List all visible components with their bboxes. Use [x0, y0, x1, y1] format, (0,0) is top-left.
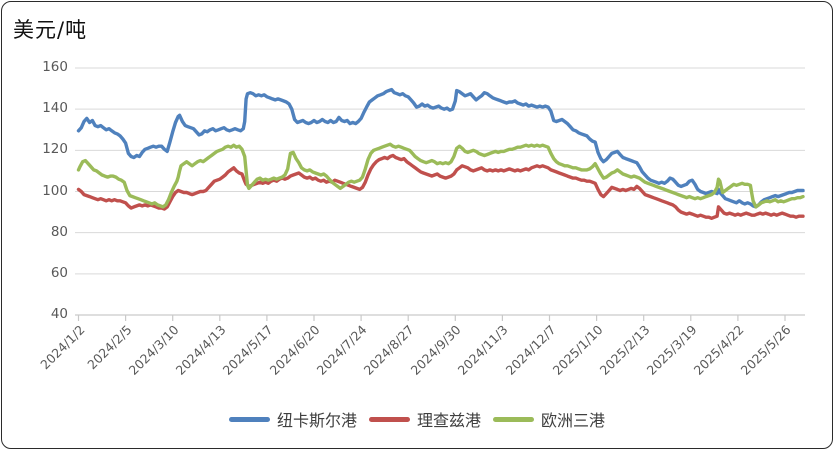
y-tick-label: 120	[42, 141, 68, 158]
y-tick-label: 140	[42, 100, 68, 117]
y-tick-label: 80	[50, 223, 68, 240]
legend-label: 理查兹港	[416, 411, 481, 430]
legend: 纽卡斯尔港 理查兹港 欧洲三港	[0, 403, 834, 435]
legend-line-swatch-icon	[493, 416, 534, 422]
series-line-纽卡斯尔港	[76, 87, 805, 209]
legend-item: 纽卡斯尔港	[228, 407, 357, 431]
legend-item: 欧洲三港	[493, 407, 605, 431]
y-tick-label: 40	[50, 306, 68, 322]
y-axis-unit-label: 美元/吨	[13, 18, 88, 42]
legend-label: 纽卡斯尔港	[276, 411, 357, 430]
legend-label: 欧洲三港	[541, 411, 606, 430]
series-line-理查兹港	[76, 153, 805, 221]
legend-line-swatch-icon	[368, 416, 410, 422]
legend-line-swatch-icon	[228, 416, 270, 422]
legend-item: 理查兹港	[368, 407, 481, 431]
y-tick-label: 60	[50, 264, 68, 281]
y-tick-label: 100	[42, 182, 68, 199]
y-tick-label: 160	[42, 59, 68, 75]
series-line-欧洲三港	[76, 142, 805, 209]
